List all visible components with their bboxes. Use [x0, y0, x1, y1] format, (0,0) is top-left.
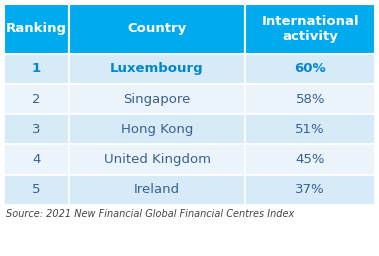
Bar	[69, 114, 245, 144]
Text: International
activity: International activity	[262, 15, 359, 43]
Bar	[245, 54, 375, 84]
Bar	[245, 144, 375, 175]
Bar	[69, 144, 245, 175]
Bar	[4, 114, 69, 144]
Text: 60%: 60%	[294, 62, 326, 75]
Bar	[69, 54, 245, 84]
Text: Singapore: Singapore	[123, 93, 191, 105]
Text: 45%: 45%	[296, 153, 325, 166]
Text: Ranking: Ranking	[6, 22, 67, 35]
Bar	[4, 4, 69, 54]
Text: 1: 1	[32, 62, 41, 75]
Bar	[4, 144, 69, 175]
Bar	[4, 84, 69, 114]
Bar	[245, 175, 375, 205]
Text: Hong Kong: Hong Kong	[121, 123, 193, 136]
Bar	[69, 4, 245, 54]
Bar	[69, 175, 245, 205]
Bar	[245, 4, 375, 54]
Bar	[4, 54, 69, 84]
Text: Source: 2021 New Financial Global Financial Centres Index: Source: 2021 New Financial Global Financ…	[6, 209, 294, 219]
Bar	[245, 114, 375, 144]
Text: 37%: 37%	[295, 183, 325, 196]
Text: Country: Country	[127, 22, 186, 35]
Text: 51%: 51%	[295, 123, 325, 136]
Text: 58%: 58%	[296, 93, 325, 105]
Text: Luxembourg: Luxembourg	[110, 62, 204, 75]
Bar	[245, 84, 375, 114]
Text: 4: 4	[32, 153, 41, 166]
Text: 2: 2	[32, 93, 41, 105]
Text: 3: 3	[32, 123, 41, 136]
Bar	[4, 175, 69, 205]
Text: United Kingdom: United Kingdom	[103, 153, 210, 166]
Bar	[69, 84, 245, 114]
Text: Ireland: Ireland	[134, 183, 180, 196]
Text: 5: 5	[32, 183, 41, 196]
